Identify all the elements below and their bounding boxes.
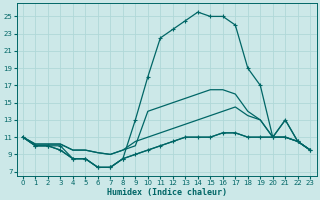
X-axis label: Humidex (Indice chaleur): Humidex (Indice chaleur) <box>107 188 227 197</box>
